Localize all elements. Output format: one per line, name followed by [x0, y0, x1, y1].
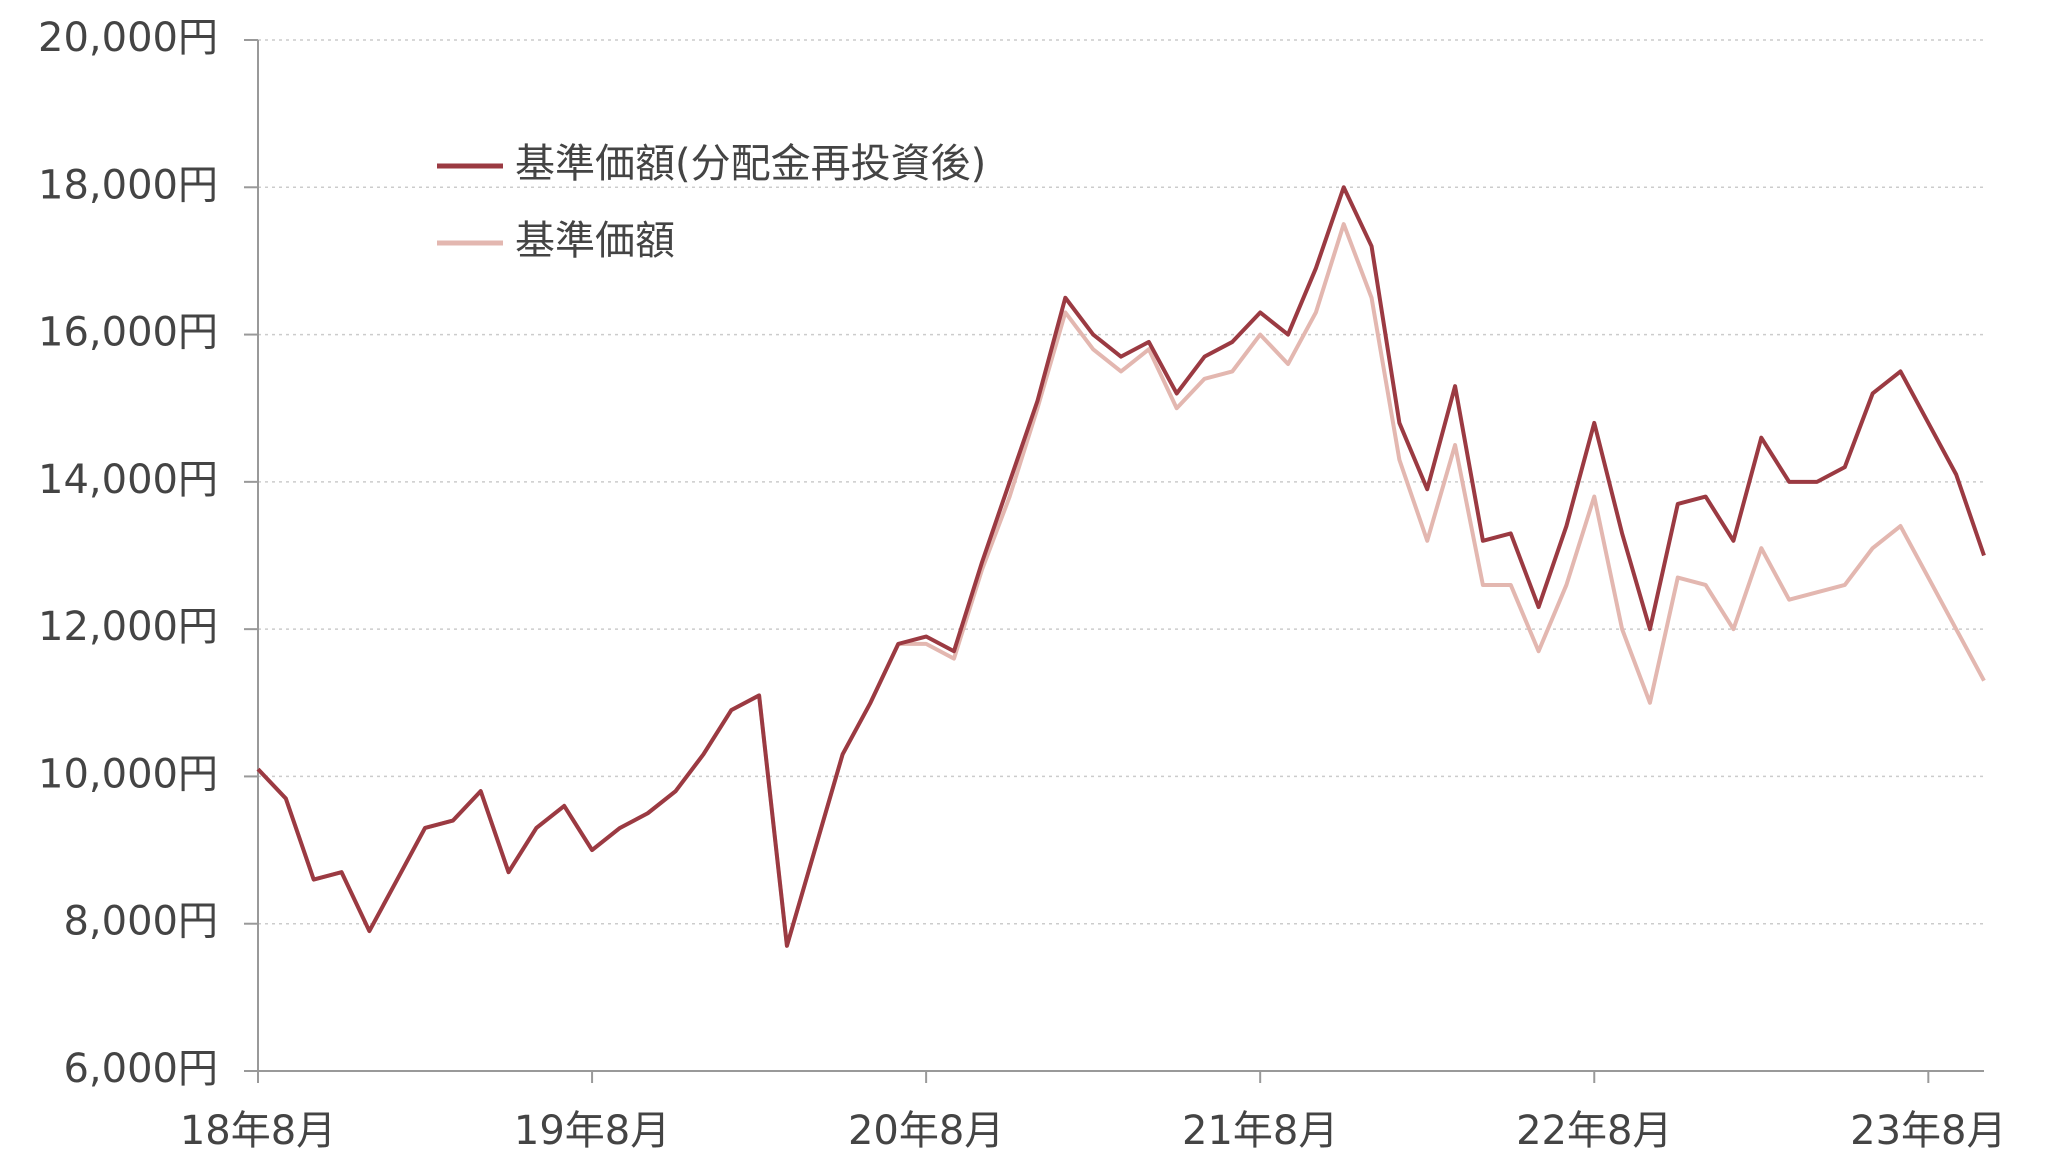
series-line — [256, 185, 1986, 948]
y-tick-label: 14,000円 — [38, 457, 218, 503]
x-tick-label: 19年8月 — [514, 1108, 670, 1154]
x-tick-label: 18年8月 — [180, 1108, 336, 1154]
y-tick-label: 16,000円 — [38, 310, 218, 356]
y-tick-label: 20,000円 — [38, 15, 218, 61]
y-tick-label: 12,000円 — [38, 604, 218, 650]
series-line — [256, 222, 1986, 948]
legend-label: 基準価額(分配金再投資後) — [515, 141, 986, 187]
legend-label: 基準価額 — [515, 218, 675, 264]
x-tick-label: 23年8月 — [1850, 1108, 2006, 1154]
x-tick-label: 20年8月 — [848, 1108, 1004, 1154]
x-tick-label: 21年8月 — [1182, 1108, 1338, 1154]
y-tick-label: 8,000円 — [63, 899, 218, 945]
y-tick-label: 6,000円 — [63, 1046, 218, 1092]
y-tick-label: 10,000円 — [38, 751, 218, 797]
x-tick-label: 22年8月 — [1516, 1108, 1672, 1154]
y-tick-label: 18,000円 — [38, 162, 218, 208]
